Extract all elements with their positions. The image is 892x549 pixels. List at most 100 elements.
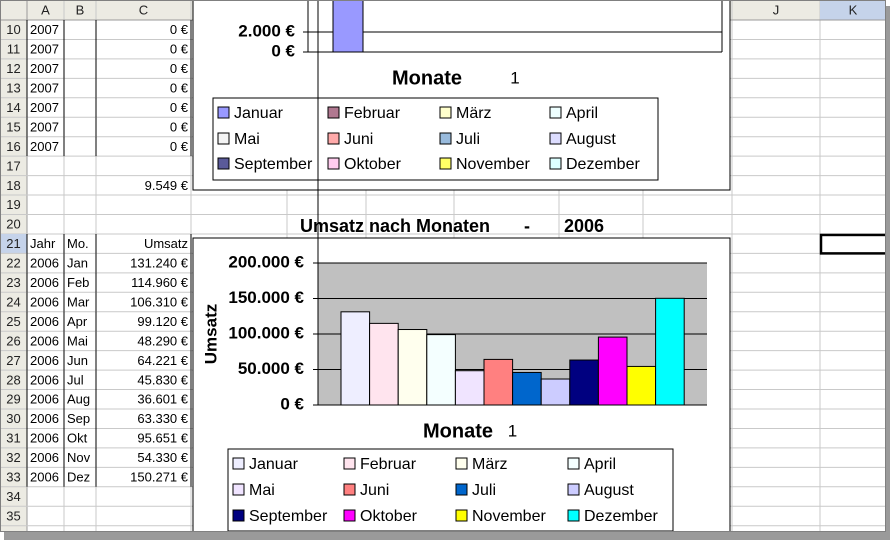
x-axis-title: Monate xyxy=(392,67,462,89)
legend-label: Januar xyxy=(249,456,299,473)
legend-label: März xyxy=(456,105,492,122)
bar xyxy=(655,297,685,406)
column-header: A xyxy=(41,2,50,17)
legend-swatch xyxy=(217,157,230,170)
row-header: 34 xyxy=(6,489,20,504)
chart-heading-year: 2006 xyxy=(564,216,604,236)
cell: Nov xyxy=(67,450,91,465)
cell: Jan xyxy=(67,256,88,271)
legend-label: Juli xyxy=(472,482,496,499)
legend-label: Dezember xyxy=(566,156,640,173)
row-header: 25 xyxy=(6,314,20,329)
row-header: 21 xyxy=(6,236,20,251)
y-tick-label: 0 € xyxy=(271,41,295,60)
cell: 2007 xyxy=(30,81,59,96)
row-header-bar xyxy=(0,20,27,532)
legend-label: Mai xyxy=(234,131,260,148)
legend-label: Juni xyxy=(344,131,373,148)
cell: 2006 xyxy=(30,256,59,271)
cell: Sep xyxy=(67,411,90,426)
legend-label: Februar xyxy=(344,105,401,122)
x-tick-label: 1 xyxy=(510,68,519,87)
legend-swatch xyxy=(343,457,356,470)
column-header: B xyxy=(76,2,85,17)
cell: Mo. xyxy=(67,236,89,251)
cell: Mar xyxy=(67,294,90,309)
cell: 2006 xyxy=(30,431,59,446)
legend-swatch xyxy=(327,157,340,170)
legend-swatch xyxy=(549,106,562,119)
cell: 0 € xyxy=(170,22,189,37)
legend-label: August xyxy=(584,482,634,499)
bar xyxy=(332,0,364,53)
legend-label: Oktober xyxy=(344,156,402,173)
column-header: J xyxy=(773,2,780,17)
cell: Umsatz xyxy=(144,236,188,251)
window-border xyxy=(0,0,886,532)
y-tick-label: 200.000 € xyxy=(228,252,304,271)
bar xyxy=(597,336,628,406)
chart: 0 €2.000 € 1 Monate Januar Februar März April M… xyxy=(192,0,731,191)
cell: 2007 xyxy=(30,139,59,154)
x-tick-label: 1 xyxy=(508,421,517,440)
cell: Jul xyxy=(67,372,84,387)
cell: Apr xyxy=(67,314,88,329)
cell: 54.330 € xyxy=(137,450,188,465)
legend-swatch xyxy=(217,132,230,145)
y-tick-label: 0 € xyxy=(280,394,304,413)
column-header: K xyxy=(849,2,858,17)
cell: 2006 xyxy=(30,411,59,426)
legend-swatch xyxy=(439,106,452,119)
row-header: 27 xyxy=(6,353,20,368)
legend-label: Mai xyxy=(249,482,275,499)
bar xyxy=(626,365,657,406)
bar xyxy=(483,358,514,406)
cell: 2006 xyxy=(30,372,59,387)
legend-swatch xyxy=(439,157,452,170)
cell: 2006 xyxy=(30,450,59,465)
row-header: 19 xyxy=(6,197,20,212)
chart-heading: Umsatz nach Monaten xyxy=(300,216,490,236)
legend-label: November xyxy=(456,156,530,173)
column-header: C xyxy=(139,2,148,17)
cell: 0 € xyxy=(170,61,189,76)
cell: 1.010.155 € xyxy=(119,528,188,543)
selected-cell xyxy=(819,233,886,255)
cell: 2006 xyxy=(30,314,59,329)
row-header: 18 xyxy=(6,178,20,193)
legend-swatch xyxy=(567,509,580,522)
row-header: 35 xyxy=(6,508,20,523)
legend-label: Dezember xyxy=(584,508,658,525)
chart-heading-separator: - xyxy=(524,216,530,236)
legend-label: März xyxy=(472,456,508,473)
bar xyxy=(340,311,371,406)
cell: 48.290 € xyxy=(137,333,188,348)
row-header: 33 xyxy=(6,470,20,485)
cell: 2007 xyxy=(30,42,59,57)
selected-row-header xyxy=(0,233,27,254)
legend-swatch xyxy=(455,509,468,522)
row-header: 23 xyxy=(6,275,20,290)
legend-swatch xyxy=(232,457,245,470)
legend-label: August xyxy=(566,131,616,148)
legend-swatch xyxy=(455,483,468,496)
cell: Okt xyxy=(67,431,88,446)
legend-swatch xyxy=(327,132,340,145)
legend-swatch xyxy=(217,106,230,119)
y-tick-label: 100.000 € xyxy=(228,323,304,342)
cell: 2007 xyxy=(30,22,59,37)
legend-label: April xyxy=(584,456,616,473)
cell: Jahr xyxy=(30,236,56,251)
row-header: 26 xyxy=(6,333,20,348)
legend-swatch xyxy=(549,157,562,170)
row-header: 24 xyxy=(6,294,20,309)
cell: 114.960 € xyxy=(131,275,189,290)
row-header: 14 xyxy=(6,100,20,115)
row-header: 16 xyxy=(6,139,20,154)
cell: Aug xyxy=(67,392,90,407)
legend-label: Januar xyxy=(234,105,284,122)
cell: 95.651 € xyxy=(137,431,188,446)
cell: 2006 xyxy=(30,353,59,368)
